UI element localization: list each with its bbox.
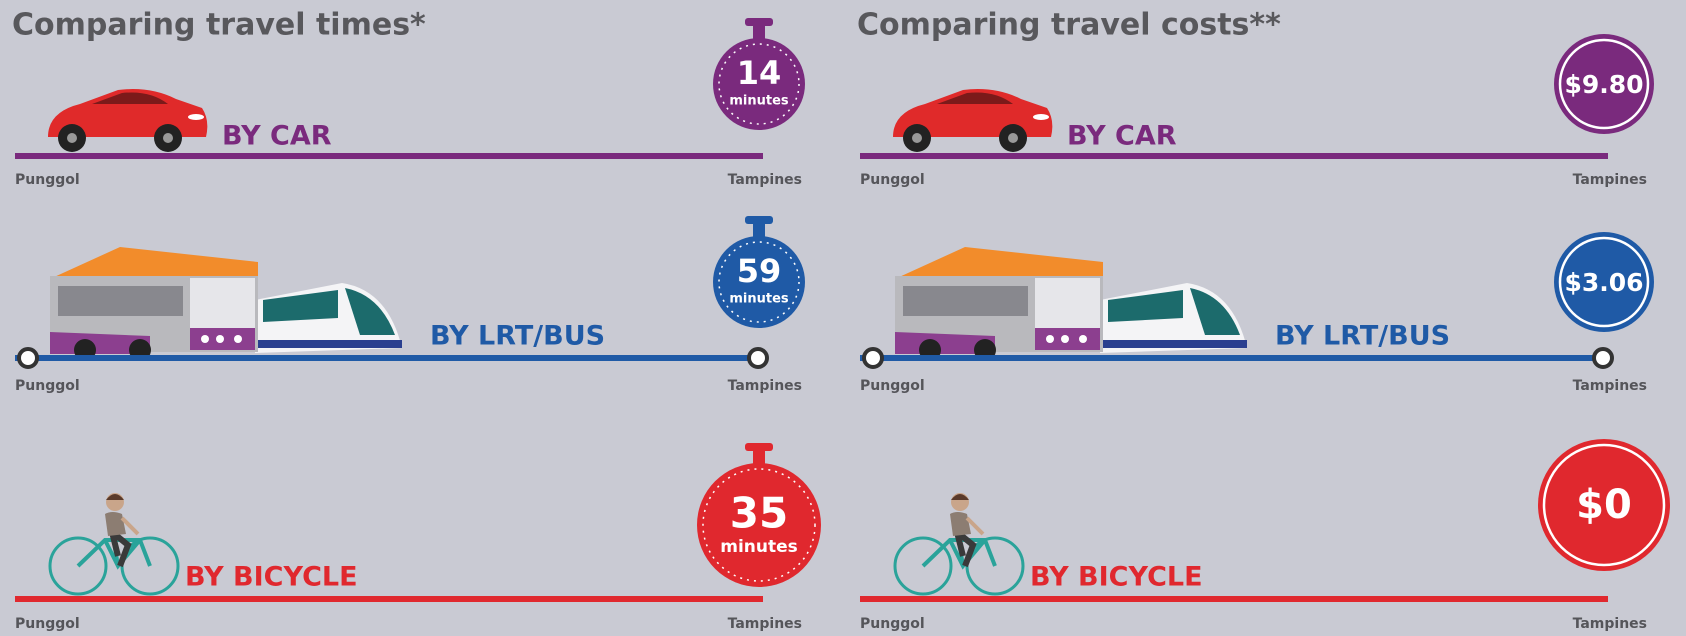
bus-light xyxy=(234,335,242,343)
destination-label: Tampines xyxy=(728,378,802,394)
car-light xyxy=(188,114,204,120)
origin-label: Punggol xyxy=(15,378,80,394)
infographic: Comparing travel times* BY CAR Punggol Tamp… xyxy=(0,0,1686,636)
car-hub xyxy=(1008,133,1018,143)
car-hub xyxy=(912,133,922,143)
badge-value: $3.06 xyxy=(1564,268,1643,297)
bus-light xyxy=(1061,335,1069,343)
badge-unit: minutes xyxy=(720,537,798,557)
bus-light xyxy=(216,335,224,343)
mode-label: BY CAR xyxy=(222,121,332,152)
stopwatch-stem xyxy=(753,222,765,238)
mode-label: BY LRT/BUS xyxy=(430,321,605,352)
destination-label: Tampines xyxy=(1573,172,1647,188)
destination-label: Tampines xyxy=(1573,616,1647,632)
car-hub xyxy=(67,133,77,143)
origin-label: Punggol xyxy=(15,172,80,188)
stopwatch-knob xyxy=(745,216,773,224)
badge-value: $0 xyxy=(1576,482,1632,528)
mode-label: BY BICYCLE xyxy=(185,562,358,593)
bus-window xyxy=(58,286,183,316)
destination-label: Tampines xyxy=(1573,378,1647,394)
mode-label: BY LRT/BUS xyxy=(1275,321,1450,352)
bus-window xyxy=(903,286,1028,316)
badge-value: 14 xyxy=(737,54,782,92)
badge-value: 35 xyxy=(730,489,788,538)
station xyxy=(19,349,37,367)
stopwatch-stem xyxy=(753,24,765,40)
bus-light xyxy=(1046,335,1054,343)
car-hub xyxy=(163,133,173,143)
station xyxy=(749,349,767,367)
origin-label: Punggol xyxy=(860,378,925,394)
panel-title: Comparing travel times* xyxy=(12,8,426,43)
badge-unit: minutes xyxy=(729,292,789,307)
mode-label: BY BICYCLE xyxy=(1030,562,1203,593)
badge-value: 59 xyxy=(737,252,782,290)
panel-title: Comparing travel costs** xyxy=(857,8,1281,43)
bus-light xyxy=(201,335,209,343)
origin-label: Punggol xyxy=(860,172,925,188)
destination-label: Tampines xyxy=(728,172,802,188)
station xyxy=(1594,349,1612,367)
stopwatch-stem xyxy=(753,449,765,465)
stopwatch-knob xyxy=(745,443,773,451)
badge-value: $9.80 xyxy=(1564,70,1643,99)
train-stripe xyxy=(255,340,402,348)
car-light xyxy=(1033,114,1049,120)
station xyxy=(864,349,882,367)
stopwatch-knob xyxy=(745,18,773,26)
destination-label: Tampines xyxy=(728,616,802,632)
bus-light xyxy=(1079,335,1087,343)
badge-unit: minutes xyxy=(729,94,789,109)
mode-label: BY CAR xyxy=(1067,121,1177,152)
train-stripe xyxy=(1100,340,1247,348)
origin-label: Punggol xyxy=(860,616,925,632)
origin-label: Punggol xyxy=(15,616,80,632)
